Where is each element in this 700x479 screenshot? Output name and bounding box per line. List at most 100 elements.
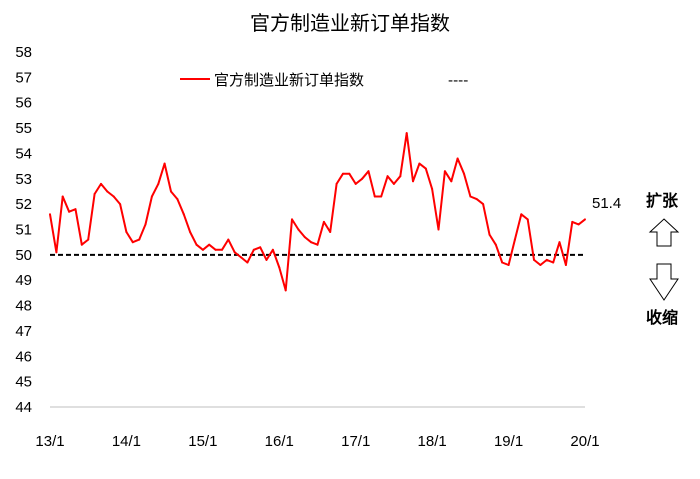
series-point xyxy=(112,195,115,198)
series-point xyxy=(526,218,529,221)
y-tick-label: 52 xyxy=(15,196,32,213)
series-point xyxy=(329,231,332,233)
y-tick-label: 54 xyxy=(15,145,32,162)
series-point xyxy=(176,198,179,201)
series-point xyxy=(100,182,102,185)
series-point xyxy=(354,182,357,185)
series-point xyxy=(552,261,555,264)
series-point xyxy=(297,228,300,231)
series-point xyxy=(80,243,83,246)
series-point xyxy=(380,195,383,198)
series-point xyxy=(564,264,567,266)
legend: 官方制造业新订单指数 ---- xyxy=(180,71,468,89)
series-point xyxy=(201,248,204,251)
series-point xyxy=(138,238,141,241)
series-point xyxy=(545,258,548,261)
x-tick-label: 19/1 xyxy=(494,433,523,450)
series-point xyxy=(106,190,109,193)
series-point xyxy=(68,210,71,213)
series-point xyxy=(208,243,211,246)
series-point xyxy=(74,208,77,211)
series-point xyxy=(501,261,504,264)
series-point xyxy=(533,258,535,261)
series-point xyxy=(367,170,370,173)
series-point xyxy=(469,195,472,198)
series-point xyxy=(170,190,172,193)
series-point xyxy=(240,256,243,259)
x-tick-label: 18/1 xyxy=(418,433,447,450)
series-point xyxy=(463,172,465,175)
series-point xyxy=(195,243,198,246)
y-tick-label: 46 xyxy=(15,348,32,365)
series-point xyxy=(348,172,351,175)
series-point xyxy=(252,248,255,251)
series-point xyxy=(278,266,281,269)
series-point xyxy=(189,231,192,233)
series-point xyxy=(61,195,64,198)
series-point xyxy=(322,220,325,223)
x-tick-label: 16/1 xyxy=(265,433,294,450)
x-tick-label: 15/1 xyxy=(188,433,217,450)
y-tick-label: 56 xyxy=(15,95,32,112)
series-point xyxy=(271,248,274,251)
x-tick-label: 20/1 xyxy=(570,433,599,450)
series-point xyxy=(131,241,134,244)
series-point xyxy=(144,223,147,226)
series-point xyxy=(584,218,586,221)
series-point xyxy=(399,175,402,178)
series-point xyxy=(93,193,96,195)
x-axis-ticks: 13/1 14/1 15/1 16/1 17/1 18/1 19/1 20/1 xyxy=(35,433,599,450)
contract-indicator: 收缩 xyxy=(646,263,679,327)
series-point xyxy=(233,251,236,254)
series-point xyxy=(227,238,230,241)
y-tick-label: 55 xyxy=(15,120,32,137)
y-tick-label: 45 xyxy=(15,374,32,391)
series-point xyxy=(488,233,491,236)
series-point xyxy=(157,182,160,185)
series-point xyxy=(456,157,459,160)
series-point xyxy=(342,172,344,175)
expand-indicator: 扩张 xyxy=(646,191,680,247)
series-point xyxy=(539,264,542,266)
series-point xyxy=(494,243,497,246)
series-point xyxy=(437,228,440,231)
series-point xyxy=(405,132,408,135)
y-tick-label: 47 xyxy=(15,323,32,340)
series-point xyxy=(291,218,293,221)
y-axis-ticks: 44 45 46 47 48 49 50 51 52 53 54 55 56 57 58 xyxy=(15,44,32,416)
y-tick-label: 57 xyxy=(15,69,32,86)
series-point xyxy=(316,243,319,246)
series-point xyxy=(475,198,478,201)
y-tick-label: 49 xyxy=(15,272,32,289)
series-point xyxy=(150,195,153,198)
y-tick-label: 48 xyxy=(15,298,32,315)
arrow-down-icon xyxy=(649,263,679,301)
x-tick-label: 13/1 xyxy=(35,433,64,450)
series-point xyxy=(49,213,51,216)
series-point xyxy=(386,175,389,178)
series-point xyxy=(163,162,166,165)
legend-label-series: 官方制造业新订单指数 xyxy=(214,71,364,89)
expand-label: 扩张 xyxy=(646,191,679,210)
series-line-new-orders xyxy=(49,132,586,292)
series-point xyxy=(310,241,313,244)
series-point xyxy=(520,213,523,216)
series-point xyxy=(558,241,561,244)
series-point xyxy=(412,180,414,183)
series-point xyxy=(125,231,128,233)
y-tick-label: 58 xyxy=(15,44,32,61)
series-point xyxy=(418,162,421,165)
series-point xyxy=(246,261,249,264)
series-point xyxy=(221,248,223,251)
series-point xyxy=(259,246,262,249)
series-point xyxy=(119,203,122,206)
y-tick-label: 51 xyxy=(15,222,32,239)
series-point xyxy=(577,223,580,226)
series-point xyxy=(361,177,364,180)
series-point xyxy=(482,203,485,206)
series-point xyxy=(335,182,338,185)
x-tick-label: 14/1 xyxy=(112,433,141,450)
series-point xyxy=(303,236,306,239)
contract-label: 收缩 xyxy=(646,308,678,327)
